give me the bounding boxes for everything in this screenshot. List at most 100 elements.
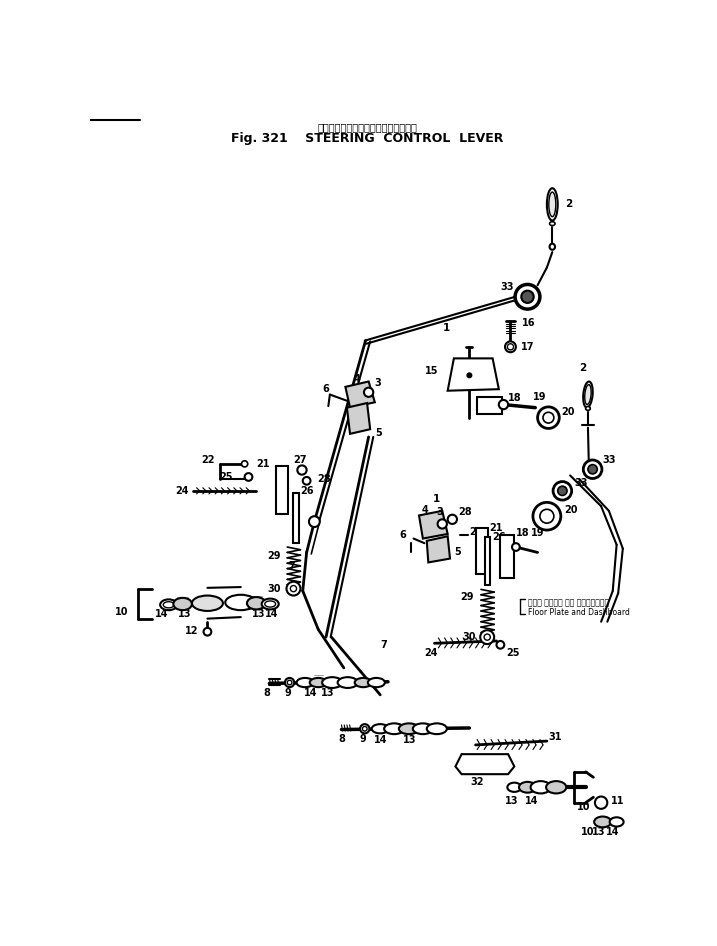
Text: 13: 13	[592, 827, 606, 837]
Circle shape	[287, 582, 300, 596]
Ellipse shape	[413, 724, 433, 734]
Text: 10: 10	[581, 827, 594, 837]
Circle shape	[533, 502, 561, 530]
Text: 28: 28	[459, 507, 473, 517]
Text: 19: 19	[533, 392, 546, 402]
Text: 33: 33	[574, 478, 587, 488]
Text: 26: 26	[300, 486, 314, 496]
Ellipse shape	[549, 192, 556, 217]
Ellipse shape	[519, 782, 536, 793]
Text: 9: 9	[285, 688, 291, 697]
Text: 11: 11	[611, 797, 625, 806]
Circle shape	[447, 515, 457, 524]
Circle shape	[288, 680, 292, 685]
Text: 21: 21	[490, 523, 503, 533]
Bar	[500, 535, 514, 578]
Ellipse shape	[174, 598, 192, 610]
Ellipse shape	[384, 724, 404, 734]
Text: 24: 24	[424, 647, 437, 657]
Circle shape	[364, 388, 374, 397]
Ellipse shape	[192, 596, 223, 611]
Text: 6: 6	[399, 531, 406, 540]
Circle shape	[512, 543, 520, 551]
Text: 14: 14	[525, 797, 538, 806]
Text: 5: 5	[454, 548, 460, 557]
Circle shape	[543, 412, 554, 423]
Ellipse shape	[265, 601, 275, 607]
Text: 33: 33	[501, 282, 514, 291]
Text: 29: 29	[267, 552, 281, 561]
Text: 27: 27	[470, 527, 483, 536]
Text: 25: 25	[507, 647, 520, 657]
Bar	[275, 466, 288, 514]
Text: 1: 1	[442, 323, 450, 333]
Ellipse shape	[546, 781, 566, 794]
Text: 6: 6	[322, 384, 329, 394]
Text: 33: 33	[603, 455, 616, 465]
Bar	[477, 397, 502, 413]
Text: 19: 19	[531, 528, 545, 538]
Ellipse shape	[297, 678, 313, 687]
Text: フロア プレート 及び ダッシュボード: フロア プレート 及び ダッシュボード	[528, 598, 609, 607]
Text: 2: 2	[579, 362, 587, 373]
Circle shape	[298, 465, 307, 475]
Circle shape	[558, 486, 567, 496]
Ellipse shape	[355, 678, 371, 687]
Circle shape	[553, 482, 571, 500]
Text: 18: 18	[516, 528, 529, 538]
Text: 32: 32	[470, 777, 484, 787]
Text: 24: 24	[176, 486, 189, 496]
Ellipse shape	[310, 678, 327, 687]
Circle shape	[309, 517, 320, 527]
Text: 5: 5	[375, 429, 381, 438]
Text: 13: 13	[320, 689, 334, 698]
Circle shape	[244, 473, 252, 481]
Ellipse shape	[508, 782, 521, 792]
Circle shape	[538, 407, 559, 429]
Circle shape	[303, 477, 310, 484]
Circle shape	[588, 464, 597, 474]
Circle shape	[290, 586, 297, 591]
Ellipse shape	[225, 595, 256, 610]
Ellipse shape	[547, 188, 558, 220]
Circle shape	[499, 400, 508, 410]
Circle shape	[242, 461, 248, 467]
Text: 13: 13	[505, 797, 519, 806]
Ellipse shape	[371, 724, 389, 733]
Text: 26: 26	[493, 532, 506, 542]
Text: 14: 14	[374, 734, 387, 745]
Ellipse shape	[609, 817, 624, 827]
Circle shape	[285, 678, 294, 687]
Ellipse shape	[399, 724, 419, 734]
Circle shape	[505, 342, 516, 352]
Circle shape	[521, 290, 533, 303]
Circle shape	[467, 373, 472, 377]
Text: Floor Plate and Dashboard: Floor Plate and Dashboard	[528, 608, 630, 617]
Text: 10: 10	[115, 607, 128, 618]
Circle shape	[584, 460, 602, 479]
Text: 8: 8	[263, 688, 270, 697]
Ellipse shape	[368, 678, 385, 687]
Text: 8: 8	[338, 734, 345, 744]
Ellipse shape	[322, 677, 342, 688]
Polygon shape	[346, 381, 375, 408]
Text: 16: 16	[522, 318, 536, 328]
Text: 9: 9	[360, 734, 366, 744]
Text: 20: 20	[564, 505, 577, 515]
Text: 17: 17	[521, 342, 535, 352]
Text: 4: 4	[353, 375, 360, 384]
Ellipse shape	[531, 781, 551, 794]
Polygon shape	[419, 511, 447, 538]
Text: 21: 21	[256, 459, 270, 469]
Text: 18: 18	[508, 394, 522, 403]
Polygon shape	[347, 403, 370, 434]
Polygon shape	[427, 536, 450, 563]
Text: 20: 20	[561, 408, 574, 417]
Ellipse shape	[594, 816, 611, 828]
Text: 15: 15	[425, 366, 438, 377]
Ellipse shape	[338, 677, 358, 688]
Text: 13: 13	[252, 609, 265, 619]
Text: 7: 7	[380, 639, 387, 650]
Circle shape	[508, 343, 513, 350]
Text: 25: 25	[219, 472, 233, 482]
